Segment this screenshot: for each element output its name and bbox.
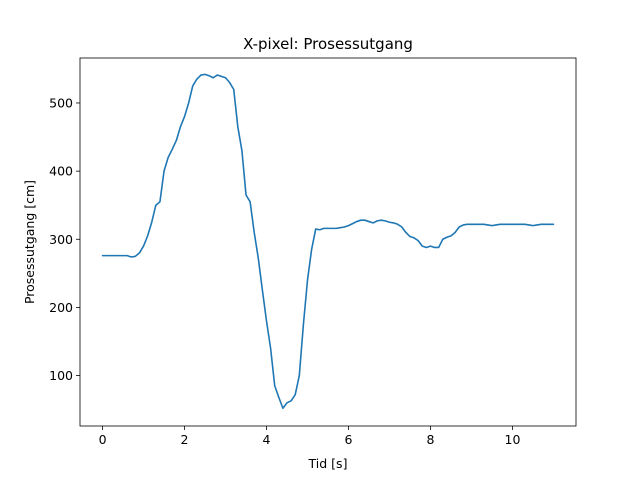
y-tick-label: 200 xyxy=(49,300,73,315)
plot-frame xyxy=(79,57,577,427)
y-tick-label: 100 xyxy=(49,368,73,383)
x-tick-label: 4 xyxy=(263,432,271,447)
plot-area xyxy=(101,73,555,410)
x-tick-label: 8 xyxy=(427,432,435,447)
x-tick-label: 2 xyxy=(181,432,189,447)
x-axis-label: Tid [s] xyxy=(308,456,348,471)
y-axis: 100 200 300 400 500 xyxy=(49,95,80,383)
x-tick-label: 6 xyxy=(345,432,353,447)
y-tick-label: 400 xyxy=(49,164,73,179)
series-line-0 xyxy=(101,73,555,410)
y-tick-label: 300 xyxy=(49,232,73,247)
x-tick-label: 0 xyxy=(99,432,107,447)
chart-title: X-pixel: Prosessutgang xyxy=(243,35,413,53)
y-axis-label: Prosessutgang [cm] xyxy=(22,180,37,304)
x-tick-label: 10 xyxy=(505,432,521,447)
x-axis: 0 2 4 6 8 10 xyxy=(99,426,521,447)
y-tick-label: 500 xyxy=(49,95,73,110)
